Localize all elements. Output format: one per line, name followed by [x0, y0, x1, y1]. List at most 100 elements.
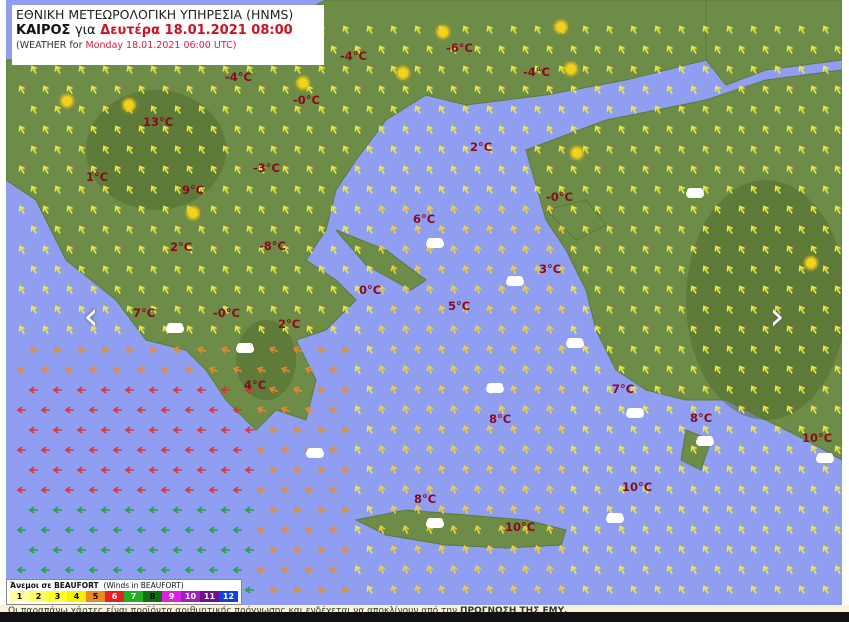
- wind-arrow-icon: [426, 125, 433, 134]
- wind-arrow-icon: [196, 546, 206, 554]
- wind-arrow-icon: [102, 65, 109, 74]
- wind-arrow-icon: [366, 145, 373, 154]
- wind-arrow-icon: [342, 265, 349, 274]
- wind-arrow-icon: [666, 525, 673, 534]
- wind-arrow-icon: [316, 586, 327, 594]
- wind-arrow-icon: [786, 85, 793, 94]
- wind-arrow-icon: [546, 484, 554, 495]
- wind-arrow-icon: [112, 486, 122, 494]
- wind-arrow-icon: [256, 486, 267, 494]
- wind-arrow-icon: [690, 565, 697, 574]
- wind-arrow-icon: [148, 426, 158, 434]
- wind-arrow-icon: [340, 506, 351, 514]
- wind-arrow-icon: [150, 145, 157, 154]
- wind-arrow-icon: [30, 105, 37, 114]
- wind-arrow-icon: [268, 426, 279, 434]
- wind-arrow-icon: [282, 125, 289, 134]
- wind-arrow-icon: [366, 465, 373, 474]
- wind-arrow-icon: [280, 566, 291, 574]
- temperature-label: 7°C: [612, 382, 635, 396]
- wind-arrow-icon: [378, 404, 386, 415]
- wind-arrow-icon: [438, 424, 446, 435]
- wind-arrow-icon: [774, 225, 781, 234]
- wind-arrow-icon: [256, 566, 267, 574]
- wind-arrow-icon: [114, 125, 121, 134]
- wind-arrow-icon: [390, 544, 398, 555]
- wind-arrow-icon: [498, 324, 506, 335]
- wind-arrow-icon: [148, 506, 158, 514]
- wind-arrow-icon: [570, 445, 577, 454]
- wind-arrow-icon: [304, 486, 315, 494]
- wind-arrow-icon: [606, 105, 613, 114]
- wind-arrow-icon: [630, 545, 637, 554]
- wind-arrow-icon: [498, 85, 505, 94]
- wind-arrow-icon: [750, 225, 757, 234]
- previous-map-button[interactable]: ‹: [83, 294, 99, 338]
- wind-arrow-icon: [42, 165, 49, 174]
- wind-arrow-icon: [102, 145, 109, 154]
- wind-arrow-icon: [64, 566, 74, 574]
- disclaimer-link[interactable]: ΠΡΟΓΝΩΣΗ ΤΗΣ ΕΜΥ.: [460, 606, 568, 615]
- wind-arrow-icon: [64, 486, 74, 494]
- wind-arrow-icon: [222, 65, 229, 74]
- wind-arrow-icon: [160, 486, 170, 494]
- wind-arrow-icon: [340, 386, 351, 394]
- wind-arrow-icon: [256, 366, 267, 374]
- wind-arrow-icon: [738, 325, 745, 334]
- disclaimer-text: Οι παραπάνω χάρτες είναι προϊόντα αριθμη…: [8, 606, 458, 615]
- next-map-button[interactable]: ›: [769, 294, 785, 338]
- wind-arrow-icon: [270, 225, 277, 234]
- wind-arrow-icon: [570, 365, 577, 374]
- wind-arrow-icon: [702, 305, 709, 314]
- wind-arrow-icon: [690, 525, 697, 534]
- wind-arrow-icon: [414, 384, 422, 395]
- wind-arrow-icon: [822, 225, 829, 234]
- wind-arrow-icon: [714, 205, 721, 214]
- wind-arrow-icon: [534, 304, 542, 315]
- wind-arrow-icon: [54, 225, 61, 234]
- wind-arrow-icon: [666, 445, 673, 454]
- wind-arrow-icon: [690, 485, 697, 494]
- wind-arrow-icon: [366, 185, 373, 194]
- sun-icon: [398, 68, 408, 78]
- wind-arrow-icon: [124, 546, 134, 554]
- wind-arrow-icon: [354, 565, 361, 574]
- wind-arrow-icon: [810, 205, 817, 214]
- wind-arrow-icon: [64, 366, 75, 374]
- wind-arrow-icon: [342, 145, 349, 154]
- wind-arrow-icon: [654, 385, 661, 394]
- wind-arrow-icon: [810, 165, 817, 174]
- wind-arrow-icon: [184, 486, 194, 494]
- wind-arrow-icon: [822, 145, 829, 154]
- wind-arrow-icon: [594, 125, 601, 134]
- wind-arrow-icon: [690, 245, 697, 254]
- wind-arrow-icon: [268, 386, 279, 394]
- wind-arrow-icon: [186, 325, 193, 334]
- wind-arrow-icon: [546, 524, 554, 535]
- wind-arrow-icon: [438, 304, 446, 315]
- wind-arrow-icon: [534, 384, 542, 395]
- wind-arrow-icon: [546, 284, 554, 295]
- wind-arrow-icon: [222, 225, 229, 234]
- wind-arrow-icon: [654, 545, 661, 554]
- wind-arrow-icon: [834, 285, 841, 294]
- wind-arrow-icon: [474, 284, 482, 295]
- wind-arrow-icon: [210, 245, 217, 254]
- wind-arrow-icon: [798, 145, 805, 154]
- wind-arrow-icon: [774, 305, 781, 314]
- wind-arrow-icon: [292, 466, 303, 474]
- wind-arrow-icon: [208, 406, 218, 414]
- wind-arrow-icon: [810, 525, 817, 534]
- wind-arrow-icon: [534, 584, 542, 595]
- wind-arrow-icon: [594, 45, 601, 54]
- wind-arrow-icon: [246, 225, 253, 234]
- wind-arrow-icon: [642, 205, 649, 214]
- temperature-label: 2°C: [470, 140, 493, 154]
- wind-arrow-icon: [136, 366, 147, 374]
- wind-arrow-icon: [390, 584, 398, 595]
- wind-arrow-icon: [28, 546, 38, 554]
- wind-arrow-icon: [210, 165, 217, 174]
- wind-arrow-icon: [76, 466, 86, 474]
- wind-arrow-icon: [172, 386, 182, 394]
- wind-arrow-icon: [390, 504, 398, 515]
